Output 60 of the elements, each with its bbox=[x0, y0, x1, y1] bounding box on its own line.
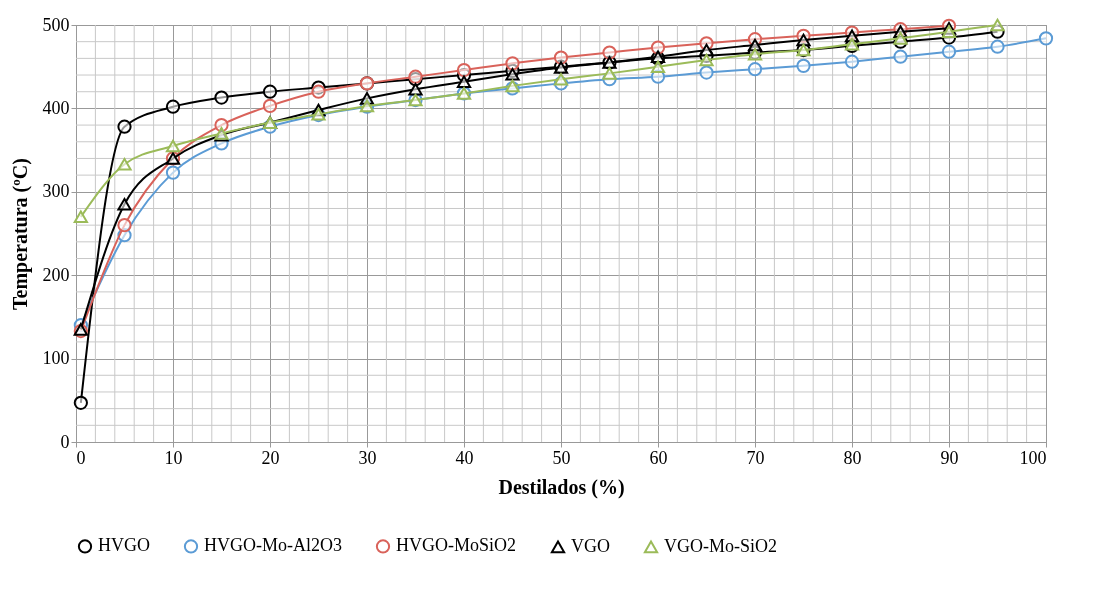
point bbox=[941, 44, 957, 59]
x-tick-label: 90 bbox=[940, 447, 959, 468]
y-tick-label: 200 bbox=[42, 264, 70, 285]
point bbox=[505, 67, 520, 81]
point bbox=[650, 40, 666, 55]
x-tick-label: 10 bbox=[164, 447, 183, 468]
point bbox=[893, 49, 908, 64]
x-tick-label: 80 bbox=[843, 447, 862, 468]
point bbox=[796, 33, 811, 47]
x-tick-label: 100 bbox=[1019, 447, 1047, 468]
y-tick-label: 400 bbox=[42, 97, 70, 118]
point bbox=[505, 56, 520, 71]
point bbox=[699, 65, 714, 80]
point bbox=[796, 58, 811, 73]
point bbox=[165, 165, 181, 180]
x-tick-label: 60 bbox=[649, 447, 668, 468]
legend-label: VGO bbox=[571, 535, 610, 556]
point bbox=[117, 198, 132, 211]
x-tick-label: 40 bbox=[455, 447, 474, 468]
point bbox=[699, 53, 714, 67]
point bbox=[990, 39, 1005, 54]
x-tick-label: 20 bbox=[261, 447, 280, 468]
y-tick-label: 300 bbox=[42, 181, 70, 202]
point bbox=[165, 99, 181, 114]
point bbox=[1038, 31, 1054, 46]
point bbox=[117, 157, 132, 171]
point bbox=[456, 75, 472, 89]
x-axis-title: Destilados (%) bbox=[498, 475, 625, 499]
y-tick-label: 100 bbox=[42, 348, 70, 369]
point bbox=[165, 139, 181, 153]
y-axis-title: Temperatura (ºC) bbox=[8, 158, 32, 310]
point bbox=[262, 84, 278, 99]
x-tick-label: 50 bbox=[552, 447, 571, 468]
point bbox=[602, 67, 617, 80]
point bbox=[262, 98, 278, 114]
point bbox=[699, 43, 714, 57]
point bbox=[844, 54, 860, 69]
point bbox=[214, 90, 229, 105]
x-tick-label: 0 bbox=[76, 447, 86, 468]
point bbox=[456, 62, 472, 78]
point bbox=[893, 32, 908, 45]
point bbox=[553, 50, 569, 65]
legend-label: HVGO bbox=[98, 535, 150, 556]
point bbox=[117, 218, 132, 233]
point bbox=[990, 18, 1005, 32]
y-tick-label: 0 bbox=[60, 431, 70, 452]
point bbox=[747, 62, 763, 77]
point bbox=[117, 119, 132, 134]
point bbox=[73, 395, 88, 410]
legend-label: HVGO-Mo-Al2O3 bbox=[204, 535, 342, 556]
point bbox=[311, 84, 326, 99]
y-tick-label: 500 bbox=[42, 14, 70, 35]
point bbox=[408, 82, 423, 96]
point bbox=[602, 45, 617, 60]
legend-label: VGO-Mo-SiO2 bbox=[664, 535, 778, 556]
x-tick-label: 30 bbox=[358, 447, 377, 468]
legend-label: HVGO-MoSiO2 bbox=[396, 535, 517, 556]
x-tick-label: 70 bbox=[746, 447, 765, 468]
point bbox=[650, 60, 666, 73]
point bbox=[553, 72, 569, 86]
